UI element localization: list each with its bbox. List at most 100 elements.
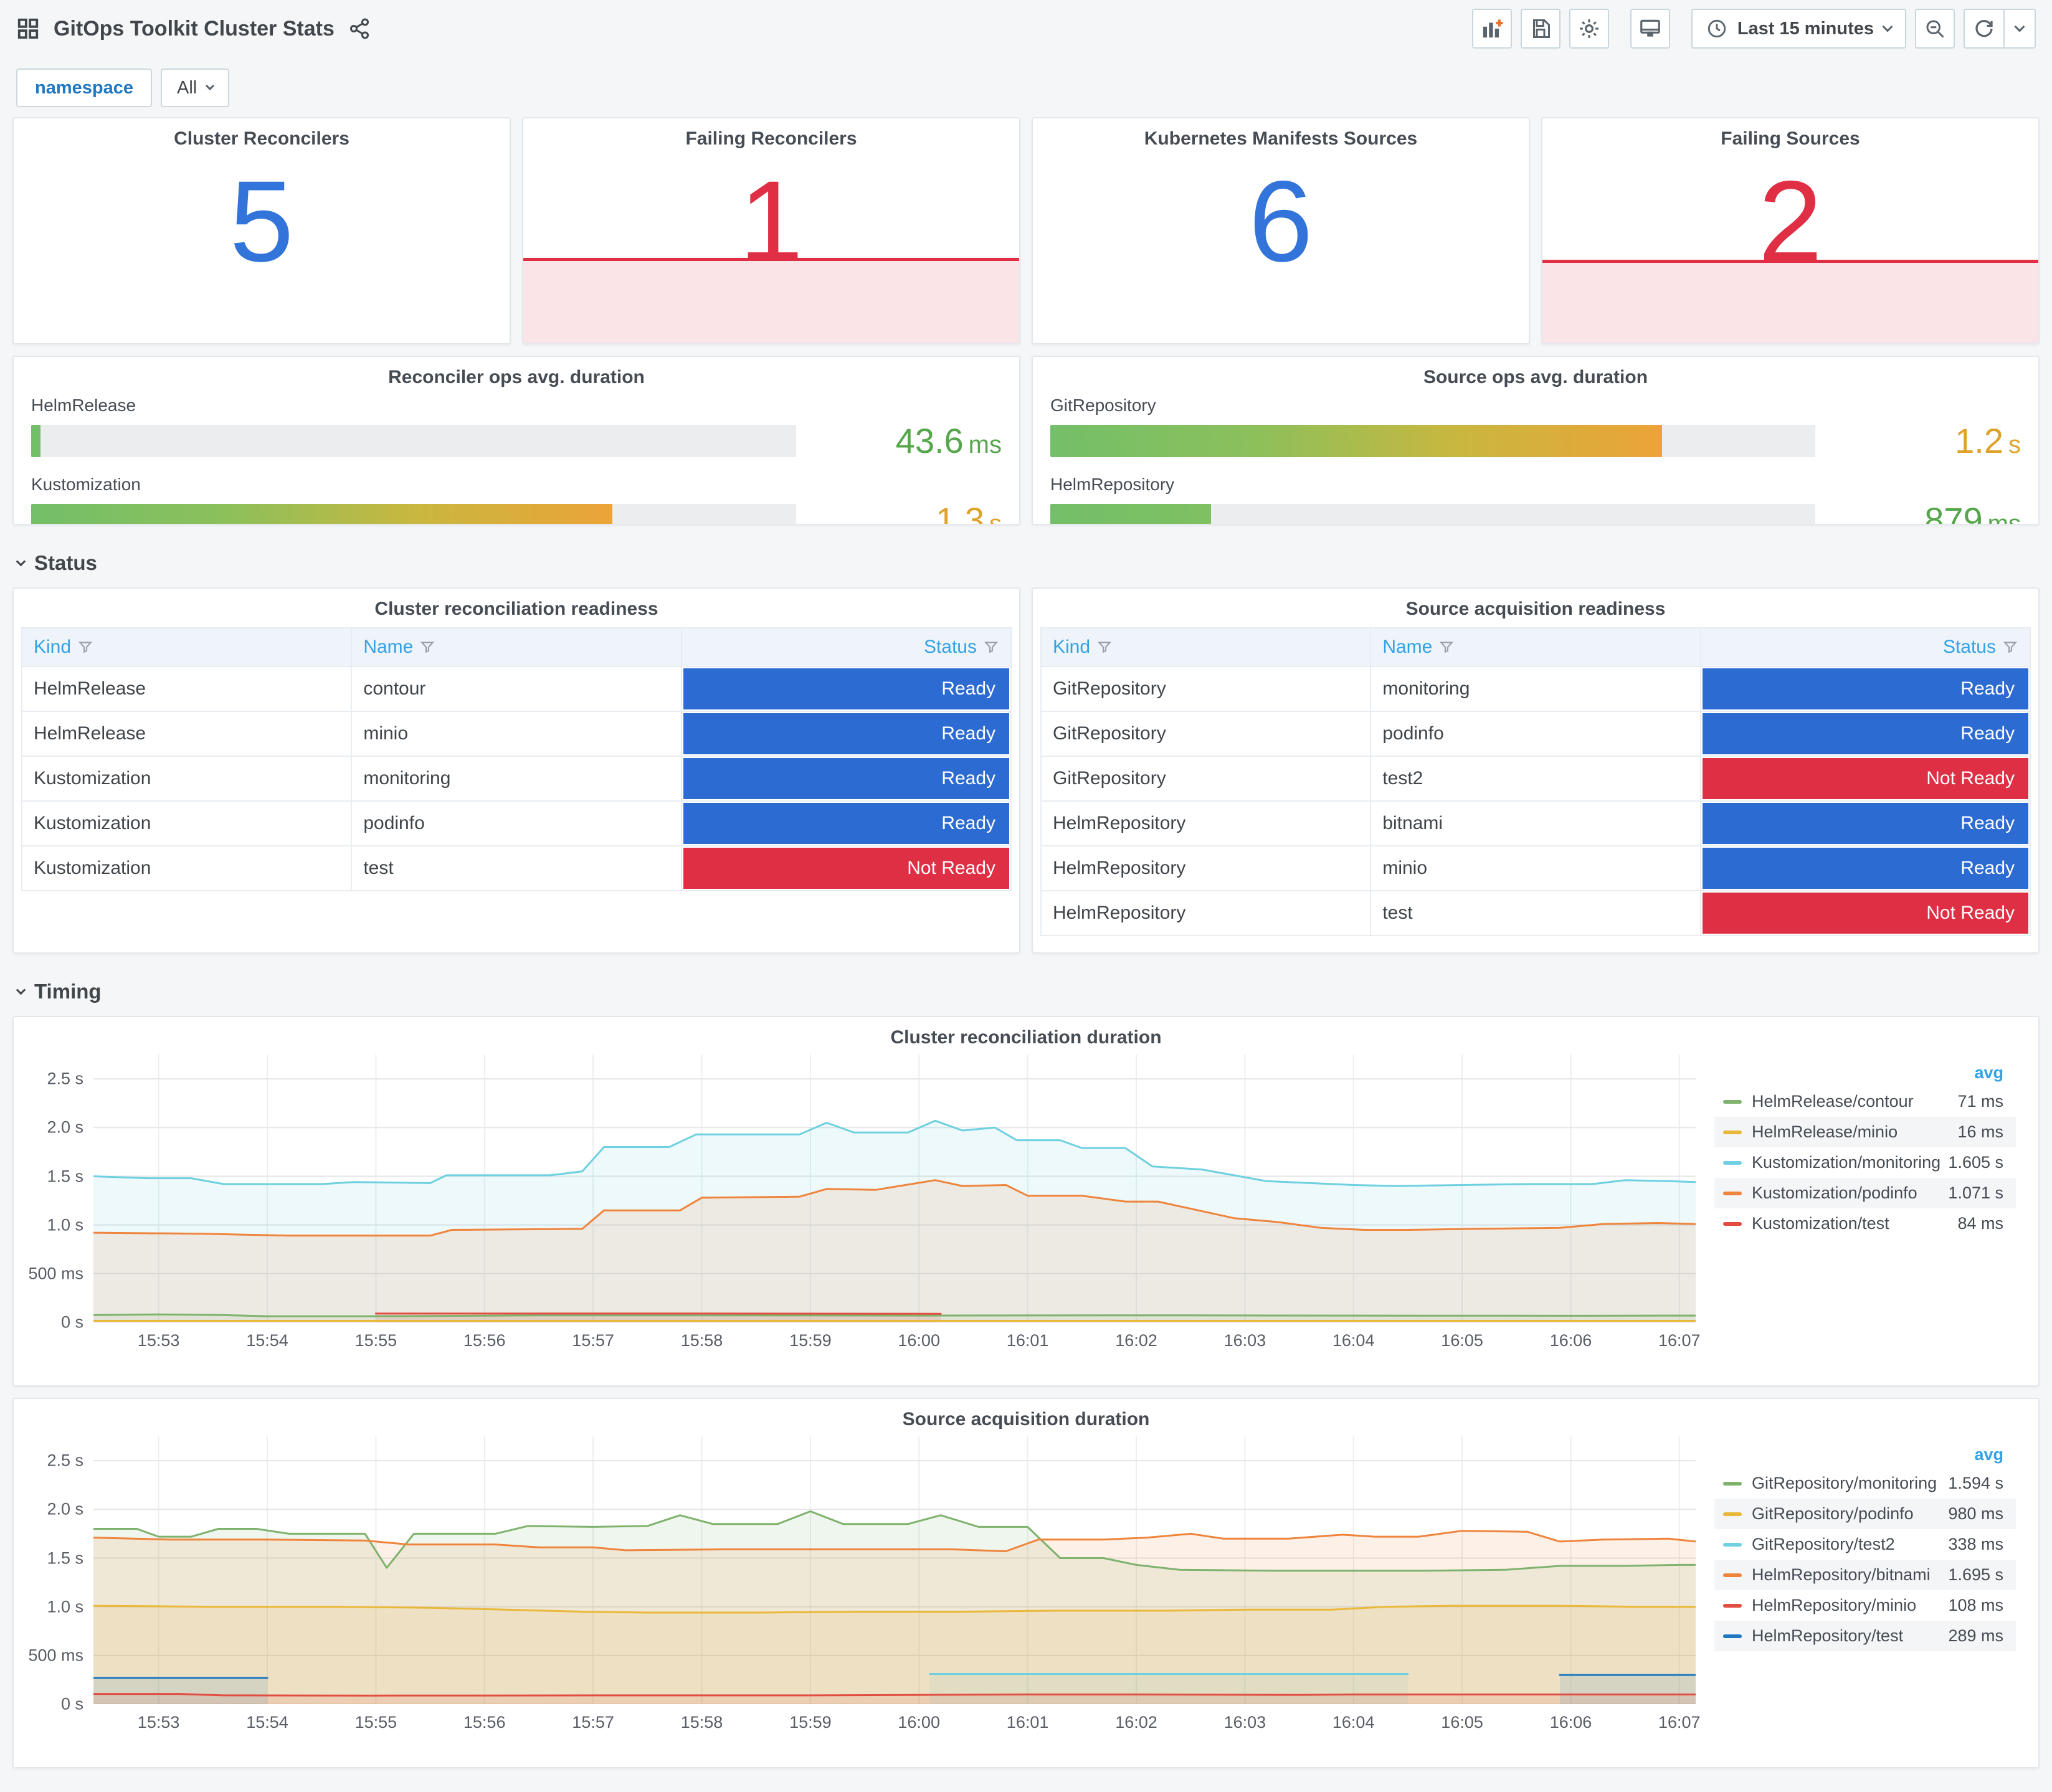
x-tick-label: 16:00 [898,1713,940,1732]
panel-title[interactable]: Source acquisition readiness [1405,599,1666,619]
section-header-status[interactable]: Status [12,536,2040,587]
gauge-label: GitRepository [1050,396,1156,415]
readiness-table: Kind Name Status GitRepository monitoring Rea… [1040,627,2031,936]
refresh-interval-dropdown[interactable] [2003,9,2036,49]
kiosk-tv-icon[interactable] [1630,9,1670,49]
legend-item[interactable]: Kustomization/podinfo 1.071 s [1714,1178,2016,1208]
legend-item[interactable]: GitRepository/podinfo 980 ms [1714,1499,2016,1529]
column-header-status[interactable]: Status [1699,627,2031,667]
chevron-down-icon [16,556,26,566]
section-header-timing[interactable]: Timing [12,965,2040,1016]
stat-value: 5 [229,158,294,287]
cell-kind: GitRepository [1040,666,1372,712]
legend-item[interactable]: GitRepository/monitoring 1.594 s [1714,1468,2016,1499]
cell-name: minio [1370,845,1701,891]
table-row: Kustomization monitoring Ready [21,756,1012,802]
add-panel-button[interactable] [1471,9,1512,49]
legend-item[interactable]: Kustomization/test 84 ms [1714,1208,2016,1239]
series-color-dash [1723,1099,1742,1104]
gauge-track [31,424,796,457]
cell-status: Ready [680,756,1012,802]
dashboard-grid-icon[interactable] [16,17,40,40]
filter-icon[interactable] [1438,639,1455,655]
filter-icon[interactable] [1096,639,1113,655]
series-name: HelmRepository/test [1752,1626,1904,1645]
legend-item[interactable]: HelmRepository/minio 108 ms [1714,1590,2016,1621]
x-tick-label: 16:05 [1441,1331,1483,1350]
panel-title[interactable]: Source ops avg. duration [1423,367,1648,387]
gauge-label: HelmRepository [1050,475,1175,494]
legend-avg-header[interactable]: avg [1974,1063,2003,1082]
chevron-down-icon [16,985,26,995]
variables-row: namespace All [0,52,2052,112]
series-color-dash [1723,1542,1742,1547]
gauge-row: Kustomization 1.3 s [31,475,1002,525]
column-header-name[interactable]: Name [351,627,682,667]
save-dashboard-button[interactable] [1520,9,1560,49]
x-tick-label: 15:56 [463,1331,506,1350]
panel-title[interactable]: Source acquisition duration [902,1409,1150,1429]
y-tick-label: 1.0 s [47,1597,83,1616]
x-tick-label: 16:06 [1549,1331,1592,1350]
panel-title[interactable]: Failing Reconcilers [685,128,857,149]
x-tick-label: 16:06 [1549,1713,1592,1732]
series-avg-value: 84 ms [1957,1214,2003,1233]
gauge-track [31,503,796,524]
column-header-name[interactable]: Name [1370,627,1701,667]
cell-kind: HelmRepository [1040,800,1372,846]
cell-name: test [351,845,682,891]
legend-item[interactable]: HelmRelease/contour 71 ms [1714,1086,2016,1117]
zoom-out-button[interactable] [1915,9,1955,49]
legend-item[interactable]: HelmRelease/minio 16 ms [1714,1117,2016,1147]
series-name: HelmRelease/contour [1752,1092,1914,1111]
panel-title[interactable]: Failing Sources [1721,128,1860,149]
panel-title[interactable]: Kubernetes Manifests Sources [1144,128,1418,149]
share-icon[interactable] [348,17,371,40]
cell-kind: Kustomization [21,845,353,891]
settings-gear-icon[interactable] [1569,9,1609,49]
column-header-kind[interactable]: Kind [21,627,353,667]
panel-title[interactable]: Cluster reconciliation readiness [374,599,658,619]
gauge-row: HelmRelease 43.6 ms [31,396,1002,461]
table-header-row: Kind Name Status [21,627,1012,667]
gauge-body: HelmRelease 43.6 ms Kustomization 1.3 s [14,392,1019,525]
filter-icon[interactable] [77,639,93,655]
y-tick-label: 2.5 s [47,1451,83,1470]
cell-status: Not Ready [1699,756,2031,802]
legend-avg-header[interactable]: avg [1974,1445,2003,1464]
x-tick-label: 15:55 [354,1331,397,1350]
variable-namespace-label[interactable]: namespace [16,69,152,107]
refresh-button[interactable] [1964,9,2003,49]
variable-namespace-value-dropdown[interactable]: All [161,69,230,107]
y-tick-label: 2.0 s [47,1499,83,1519]
x-tick-label: 16:05 [1441,1713,1483,1732]
cell-kind: Kustomization [21,800,353,846]
y-axis-labels: 0 s 500 ms 1.0 s 1.5 s 2.0 s 2.5 s [20,1055,93,1332]
gauge-unit: s [989,510,1002,525]
x-tick-label: 15:57 [572,1713,614,1732]
legend-item[interactable]: Kustomization/monitoring 1.605 s [1714,1147,2016,1178]
filter-icon[interactable] [2002,639,2018,655]
status-badge: Not Ready [1702,758,2028,799]
x-tick-label: 16:01 [1006,1331,1049,1350]
legend-item[interactable]: HelmRepository/test 289 ms [1714,1621,2016,1651]
x-tick-label: 15:58 [680,1331,723,1350]
filter-icon[interactable] [983,639,999,655]
stat-sparkline [1542,260,2038,343]
legend-item[interactable]: GitRepository/test2 338 ms [1714,1529,2016,1560]
panel-title[interactable]: Reconciler ops avg. duration [388,367,645,387]
table-row: GitRepository podinfo Ready [1040,711,2031,757]
table-row: Kustomization podinfo Ready [21,800,1012,846]
x-tick-label: 16:03 [1223,1331,1266,1350]
panel-title[interactable]: Cluster reconciliation duration [890,1027,1162,1048]
time-range-picker[interactable]: Last 15 minutes [1691,9,1906,49]
filter-icon[interactable] [419,639,435,655]
cell-kind: HelmRelease [21,666,353,712]
stat-sparkline [1033,340,1529,343]
column-header-kind[interactable]: Kind [1040,627,1372,667]
cell-kind: GitRepository [1040,711,1372,757]
legend-item[interactable]: HelmRepository/bitnami 1.695 s [1714,1560,2016,1590]
column-header-status[interactable]: Status [680,627,1012,667]
cell-status: Ready [1699,711,2031,757]
panel-title[interactable]: Cluster Reconcilers [174,128,349,149]
